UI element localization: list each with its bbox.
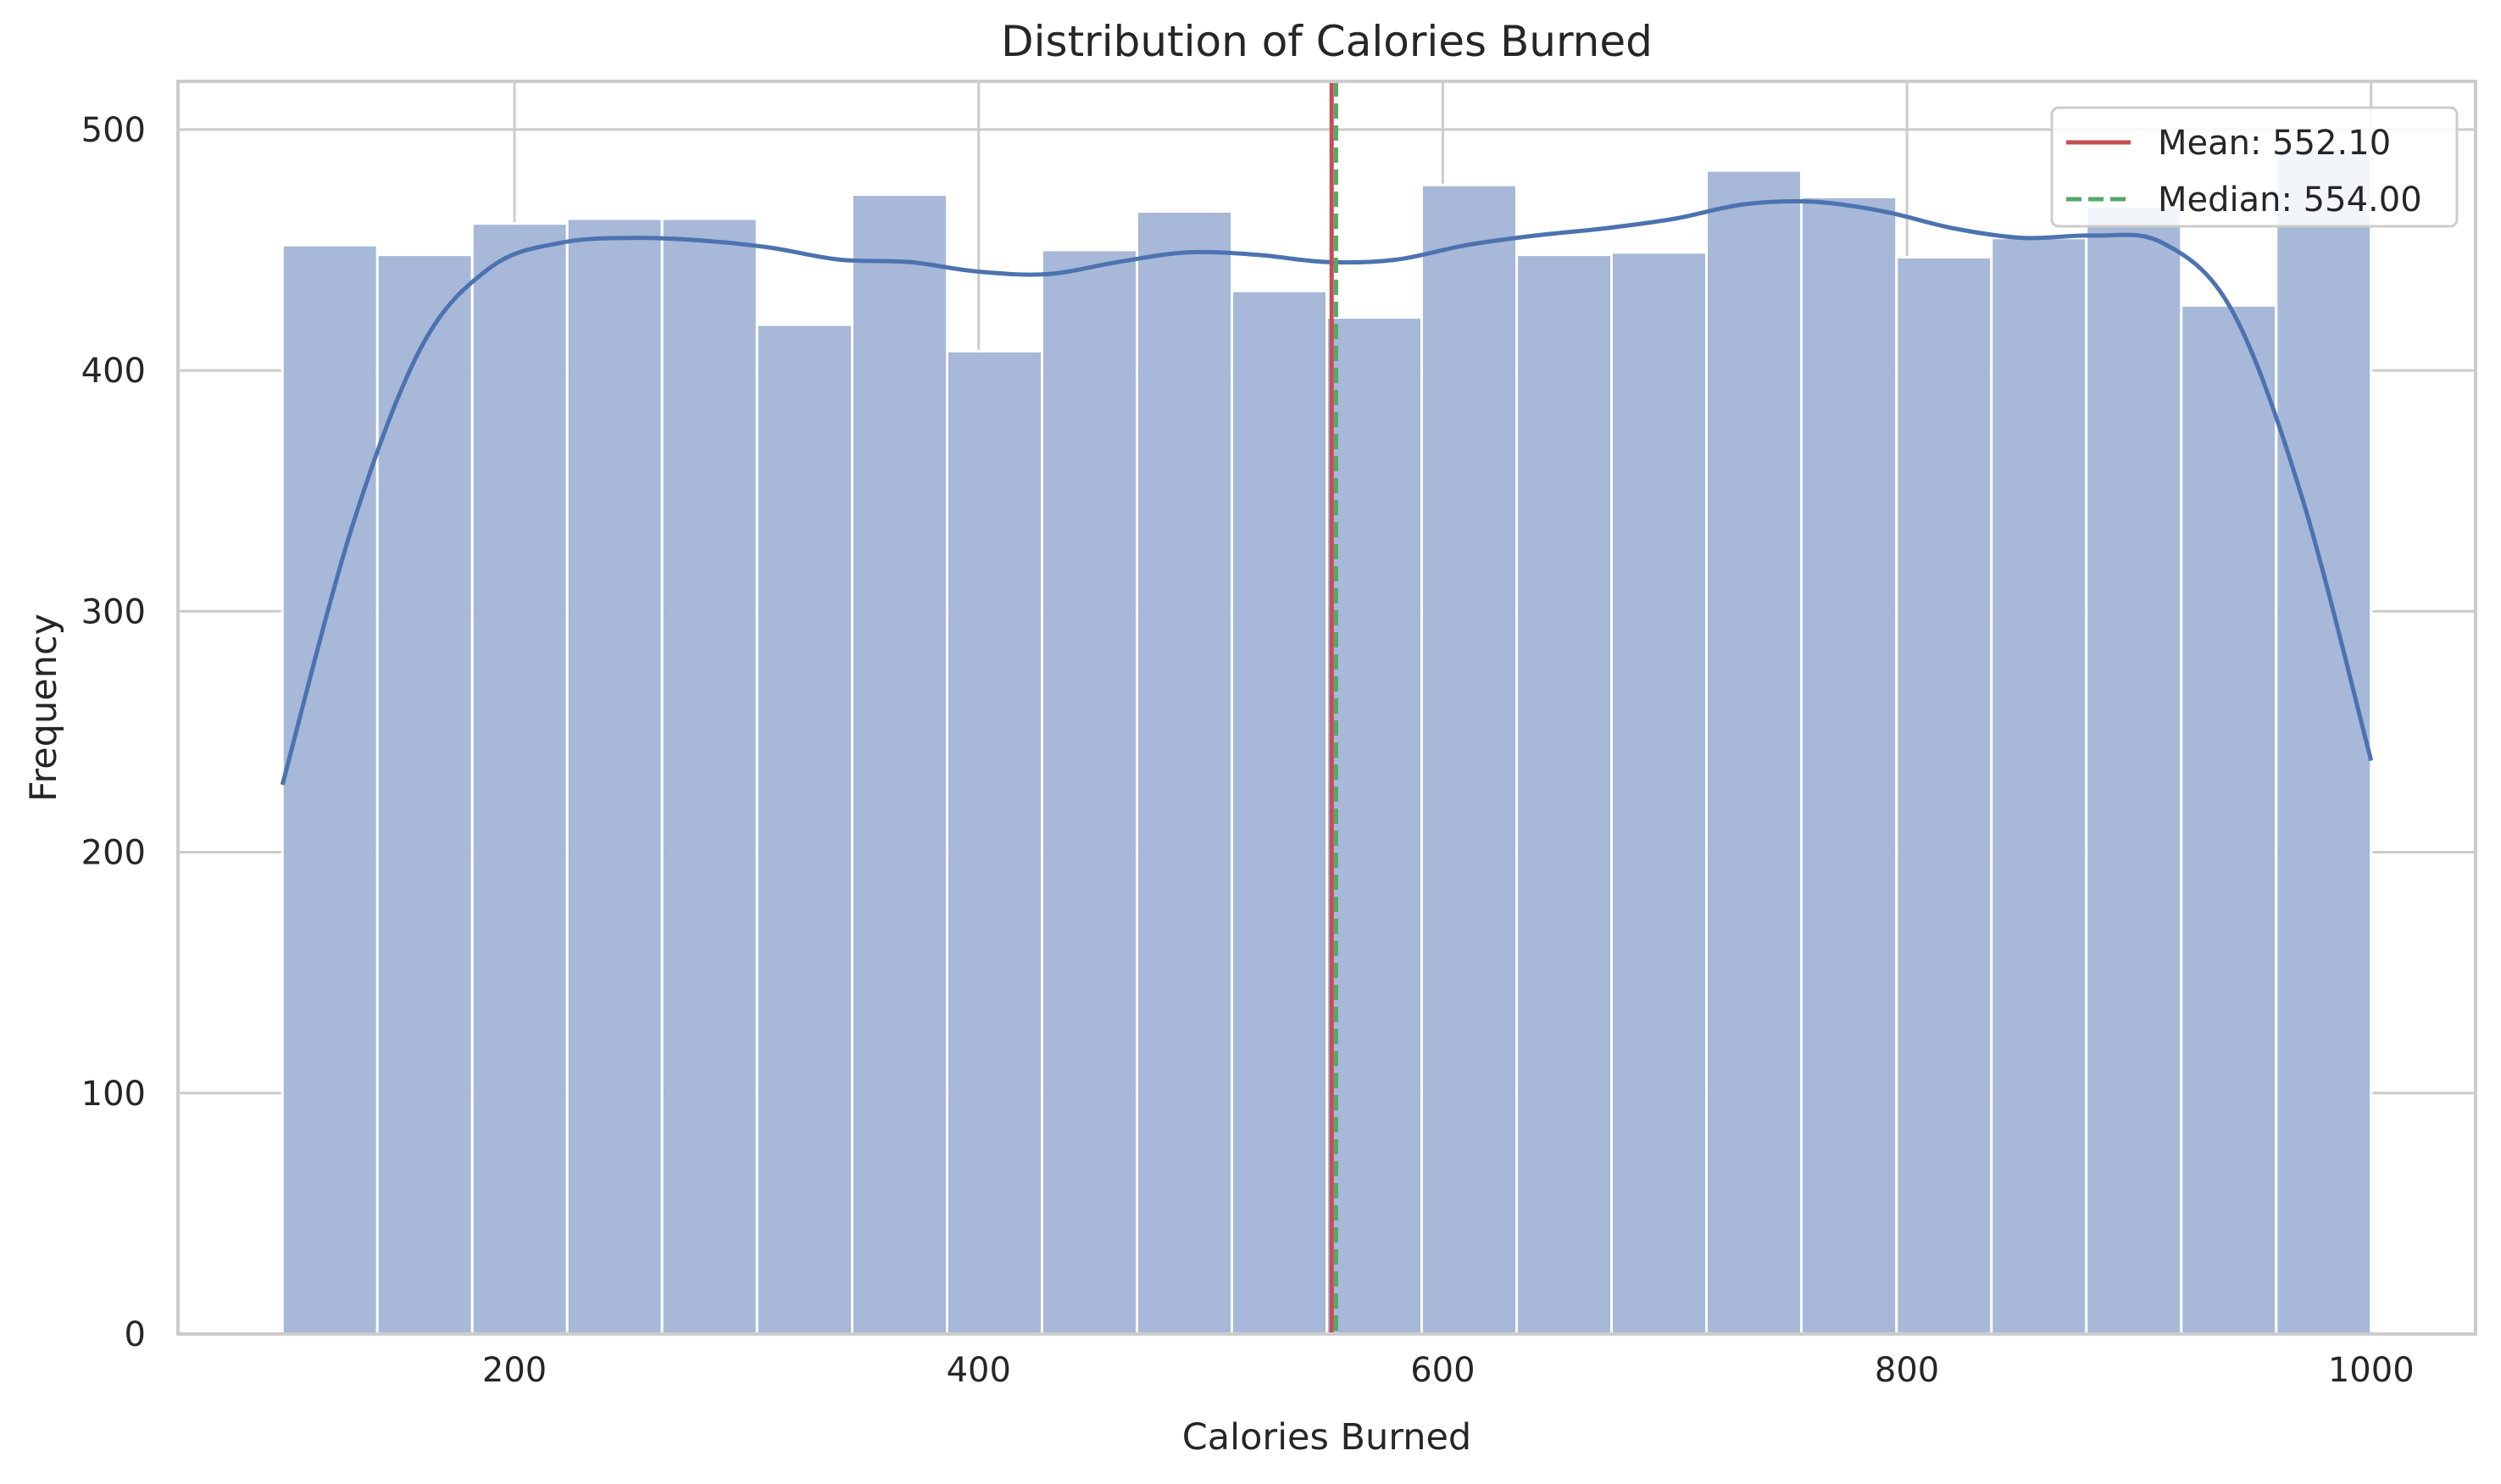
y-tick-label: 400 xyxy=(81,352,146,391)
y-tick-label: 200 xyxy=(81,834,146,873)
y-tick-label: 0 xyxy=(125,1315,146,1354)
x-tick-label: 200 xyxy=(482,1351,547,1390)
histogram-bar xyxy=(1799,195,1898,1336)
histogram-bar xyxy=(1041,248,1139,1336)
histogram-bar xyxy=(1704,169,1803,1336)
histogram-bar xyxy=(1231,289,1329,1336)
histogram-bar xyxy=(2275,147,2373,1336)
legend-label: Median: 554.00 xyxy=(2158,181,2422,220)
y-tick-label: 100 xyxy=(81,1075,146,1114)
axis-ticks: 200 400 600 800 1000 0 100 200 300 400 500 xyxy=(81,111,2415,1390)
histogram-bar xyxy=(1990,236,2088,1336)
histogram-bar xyxy=(1326,316,1423,1336)
histogram-bar xyxy=(1136,209,1234,1336)
y-axis-title: Frequency xyxy=(23,614,65,802)
histogram-bar xyxy=(851,193,949,1336)
histogram-bar xyxy=(2085,205,2183,1336)
histogram-bars xyxy=(281,147,2373,1336)
x-tick-label: 400 xyxy=(947,1351,1011,1390)
histogram-bar xyxy=(470,222,569,1336)
legend-box xyxy=(2050,106,2459,228)
histogram-bar xyxy=(755,323,854,1336)
x-axis-title: Calories Burned xyxy=(1182,1416,1471,1459)
histogram-bar xyxy=(2180,303,2278,1336)
x-tick-label: 800 xyxy=(1875,1351,1939,1390)
histogram-bar xyxy=(946,349,1044,1336)
histogram-bar xyxy=(281,243,379,1336)
reference-lines xyxy=(1329,81,1338,1334)
legend: Mean: 552.10 Median: 554.00 xyxy=(2050,106,2459,228)
histogram-bar xyxy=(565,217,664,1336)
histogram-bar xyxy=(1609,251,1708,1336)
y-tick-label: 300 xyxy=(81,592,146,631)
kde-curve xyxy=(280,198,2374,786)
histogram-bar xyxy=(1514,253,1613,1336)
y-tick-label: 500 xyxy=(81,111,146,150)
histogram-bar xyxy=(1420,183,1518,1336)
x-tick-label: 1000 xyxy=(2328,1351,2415,1390)
histogram-bar xyxy=(660,217,759,1336)
kde-line xyxy=(280,198,2374,786)
x-tick-label: 600 xyxy=(1410,1351,1475,1390)
histogram-bar xyxy=(1895,255,1993,1336)
chart-title: Distribution of Calories Burned xyxy=(1001,17,1653,66)
legend-label: Mean: 552.10 xyxy=(2158,124,2391,163)
plot-frame xyxy=(176,80,2477,1336)
